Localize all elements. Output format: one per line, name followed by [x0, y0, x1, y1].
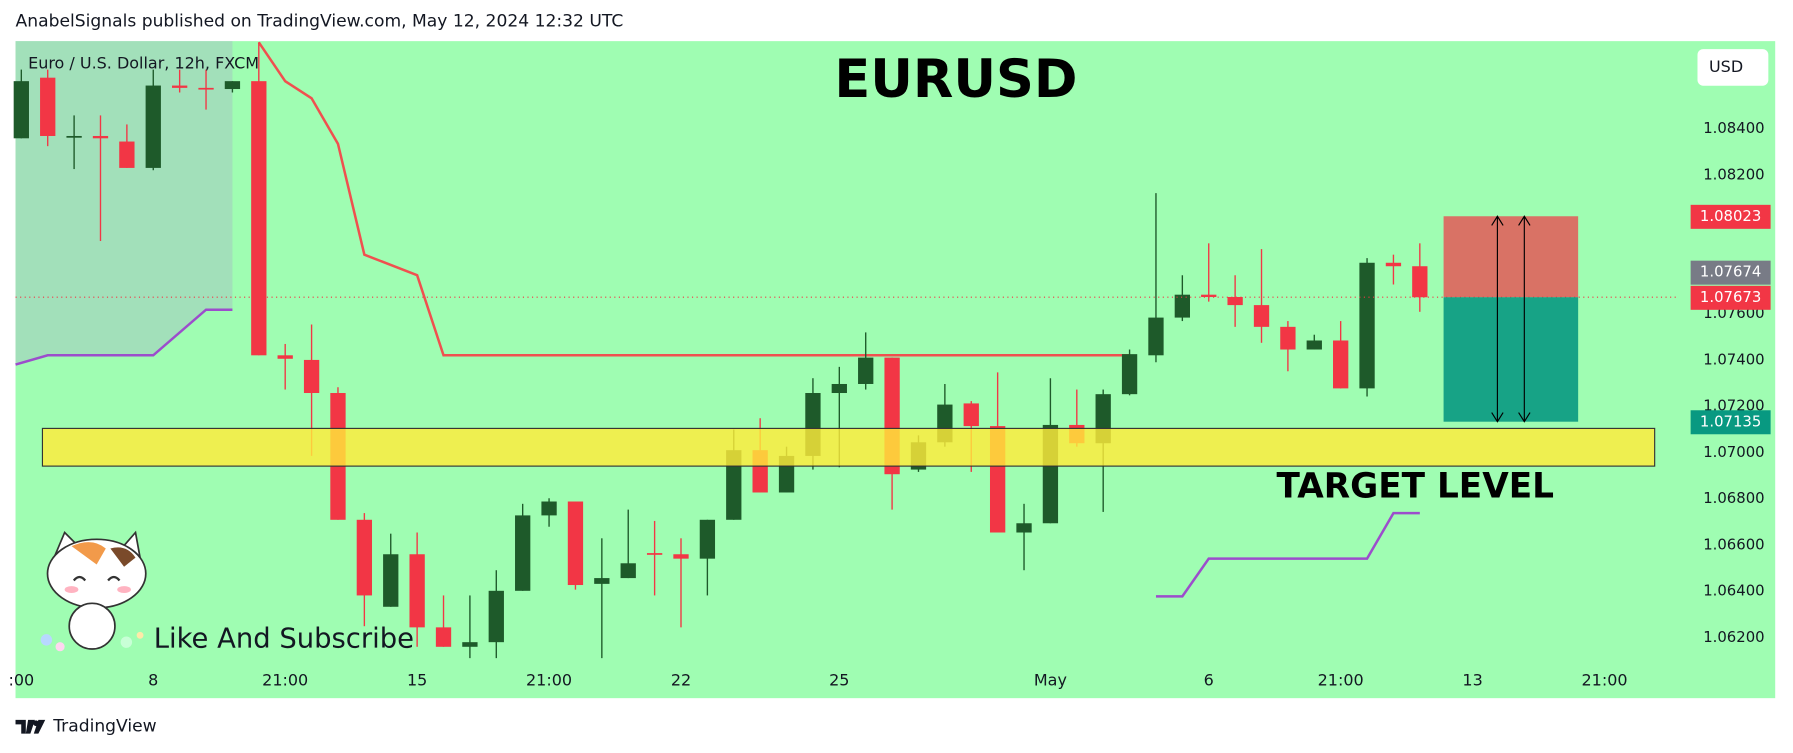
- y-tick-label: 1.07000: [1703, 443, 1764, 461]
- candle-body: [963, 403, 979, 427]
- footer-brand: TradingView: [52, 717, 156, 737]
- candle-body: [1306, 340, 1322, 350]
- x-tick-label: 21:00: [1581, 671, 1627, 690]
- indicator-line: [1155, 511, 1420, 598]
- target-zone-position: [1443, 297, 1579, 422]
- indicator-layer: [15, 41, 1420, 598]
- candle-body: [858, 357, 874, 384]
- y-tick-label: 1.07200: [1703, 397, 1764, 415]
- price-label: 1.07135: [1700, 412, 1761, 430]
- x-tick-label: 8: [148, 671, 158, 690]
- candle-body: [1359, 262, 1375, 389]
- y-tick-label: 1.06200: [1703, 628, 1764, 646]
- indicator-line: [257, 41, 1130, 357]
- y-tick-label: 1.06400: [1703, 582, 1764, 600]
- candle-body: [1201, 294, 1217, 298]
- candle-body: [1121, 354, 1138, 395]
- candle-body: [673, 554, 689, 559]
- cat-icon: [40, 530, 147, 652]
- candle-body: [435, 627, 452, 647]
- x-tick-label: 25: [829, 671, 849, 690]
- target-annotation: TARGET LEVEL: [1277, 466, 1554, 506]
- caption: Like And Subscribe: [154, 623, 414, 654]
- y-tick-label: 1.08200: [1703, 165, 1764, 183]
- price-label-box: [1690, 285, 1771, 310]
- candle-body: [1148, 317, 1164, 356]
- currency-button[interactable]: [1697, 49, 1769, 86]
- candle-body: [303, 359, 320, 394]
- x-tick-label: :00: [8, 671, 34, 690]
- candle-body: [92, 135, 109, 139]
- candle-body: [515, 515, 531, 591]
- x-tick-label: 22: [671, 671, 691, 690]
- target-zone: [41, 427, 1656, 467]
- chart-title: EURUSD: [834, 49, 1077, 110]
- candle-body: [66, 135, 82, 138]
- publish-header: AnabelSignals published on TradingView.c…: [16, 12, 624, 32]
- candle-body: [40, 77, 56, 136]
- x-tick-label: May: [1034, 671, 1067, 690]
- tradingview-logo: [15, 719, 46, 734]
- arrow: [1518, 215, 1531, 423]
- candle-body: [356, 519, 373, 596]
- candle-body: [171, 85, 188, 88]
- candle-body: [1333, 340, 1349, 389]
- candle-body: [488, 590, 504, 643]
- x-tick-label: 15: [407, 671, 427, 690]
- cloud-fill: [15, 41, 233, 365]
- x-tick-label: 21:00: [526, 671, 572, 690]
- candle-body: [1174, 294, 1190, 318]
- candle-body: [119, 141, 135, 168]
- candle-body: [567, 501, 584, 586]
- candle-body: [541, 501, 557, 516]
- price-label-box: [1690, 260, 1771, 285]
- y-tick-label: 1.06800: [1703, 489, 1764, 507]
- arrow: [1491, 215, 1504, 423]
- symbol-label: Euro / U.S. Dollar, 12h, FXCM: [28, 53, 259, 72]
- candle-body: [409, 554, 425, 628]
- price-label-box: [1690, 204, 1771, 229]
- y-tick-label: 1.06600: [1703, 535, 1764, 553]
- candle-body: [198, 87, 214, 90]
- candle-body: [145, 85, 161, 168]
- price-label: 1.08023: [1700, 207, 1761, 225]
- y-tick-label: 1.07400: [1703, 350, 1764, 368]
- overlay-layer: [15, 215, 1676, 467]
- candle-body: [1412, 266, 1428, 298]
- candle-body: [277, 355, 293, 359]
- candle-body: [726, 450, 742, 520]
- candle-body: [13, 81, 29, 139]
- candle-body: [1227, 297, 1243, 306]
- candle-body: [594, 578, 610, 584]
- candle-body: [1016, 523, 1032, 533]
- candle-body: [383, 554, 399, 607]
- price-label: 1.07673: [1700, 288, 1761, 306]
- candle-body: [620, 563, 636, 579]
- candle-body: [646, 553, 663, 555]
- candle-body: [251, 81, 267, 356]
- candle-body: [699, 519, 716, 559]
- stop-zone: [1443, 216, 1579, 298]
- x-tick-label: 21:00: [1318, 671, 1364, 690]
- indicator-line: [15, 308, 233, 366]
- currency-label: USD: [1709, 57, 1743, 76]
- price-label-box: [1690, 410, 1771, 435]
- candle-body: [1253, 305, 1270, 327]
- candle-body: [1385, 262, 1402, 267]
- candle-body: [831, 383, 847, 394]
- fill-layer: [15, 41, 233, 365]
- x-tick-label: 6: [1204, 671, 1214, 690]
- candle-body: [462, 642, 478, 647]
- y-tick-label: 1.08400: [1703, 119, 1764, 137]
- price-label: 1.07674: [1700, 263, 1761, 281]
- x-tick-label: 21:00: [262, 671, 308, 690]
- candle-body: [1280, 326, 1296, 350]
- candle-body: [224, 81, 241, 90]
- x-tick-label: 13: [1462, 671, 1482, 690]
